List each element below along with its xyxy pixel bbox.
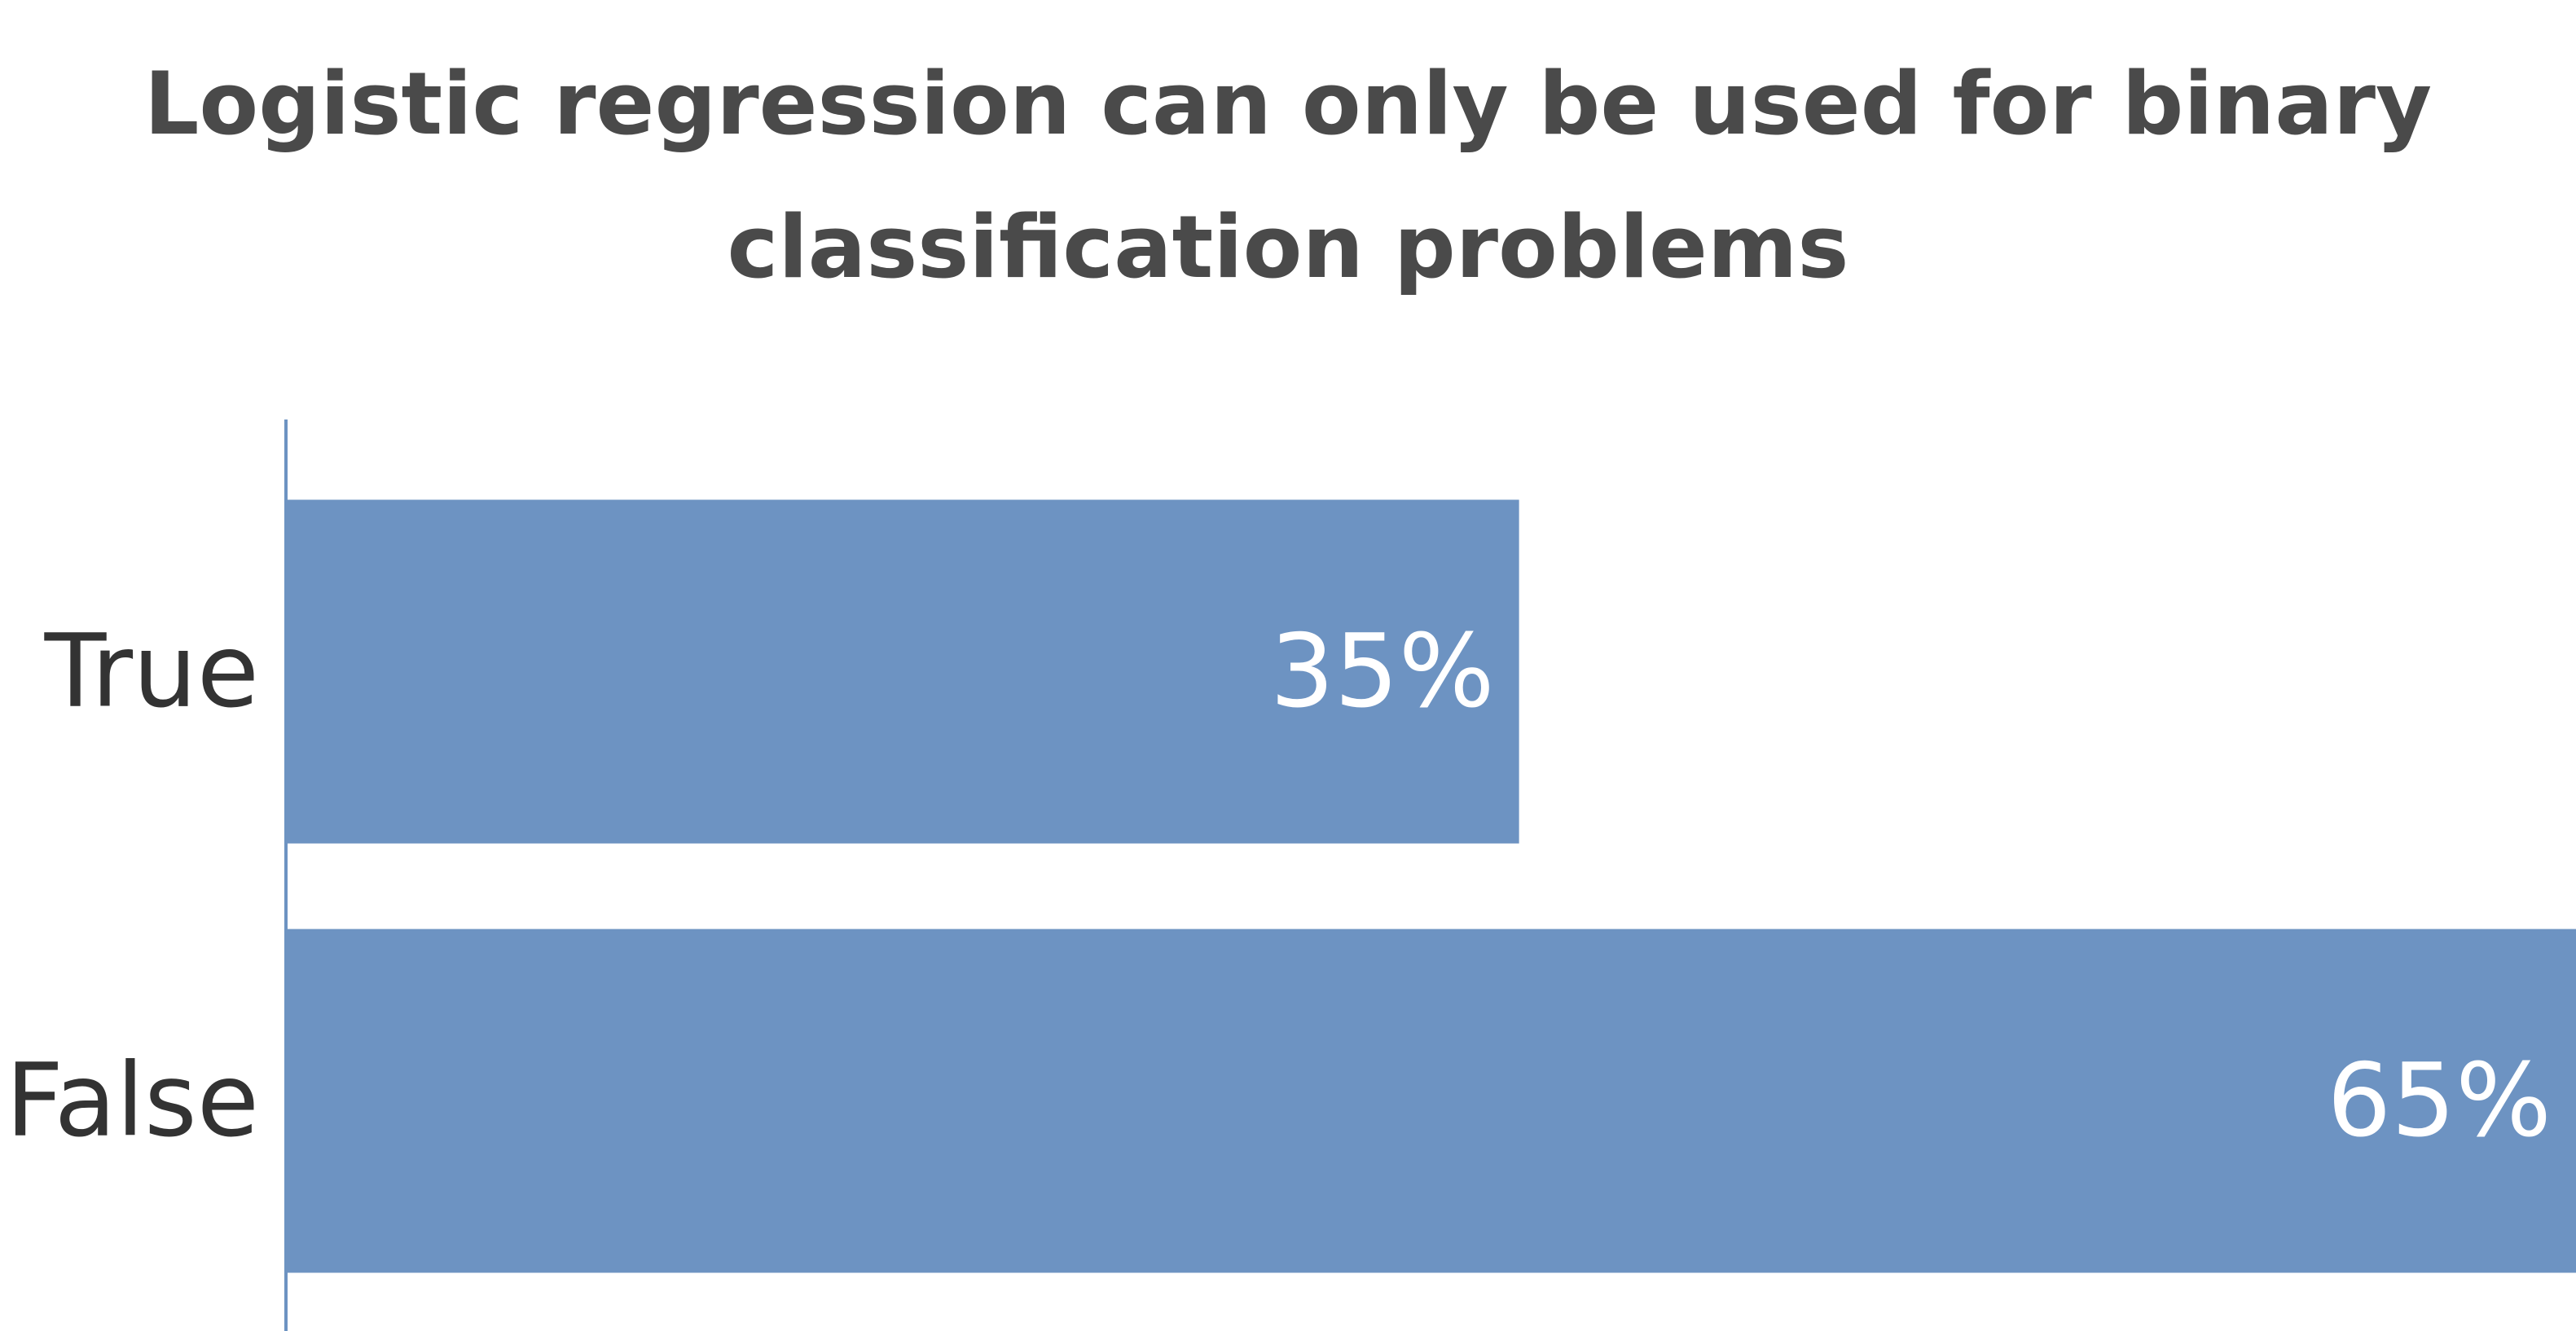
bar-true	[286, 499, 1519, 844]
value-label-true: 35%	[1270, 613, 1495, 731]
bar-false	[286, 929, 2576, 1273]
chart-title: Logistic regression can only be used for…	[0, 33, 2576, 319]
chart-title-line-1: Logistic regression can only be used for…	[143, 54, 2433, 154]
chart-title-line-2: classification problems	[727, 197, 1849, 297]
category-label-true: True	[44, 613, 259, 731]
category-label-false: False	[6, 1043, 259, 1160]
value-label-false: 65%	[2327, 1043, 2552, 1160]
bars-layer: True 35% False 65%	[6, 499, 2576, 1273]
